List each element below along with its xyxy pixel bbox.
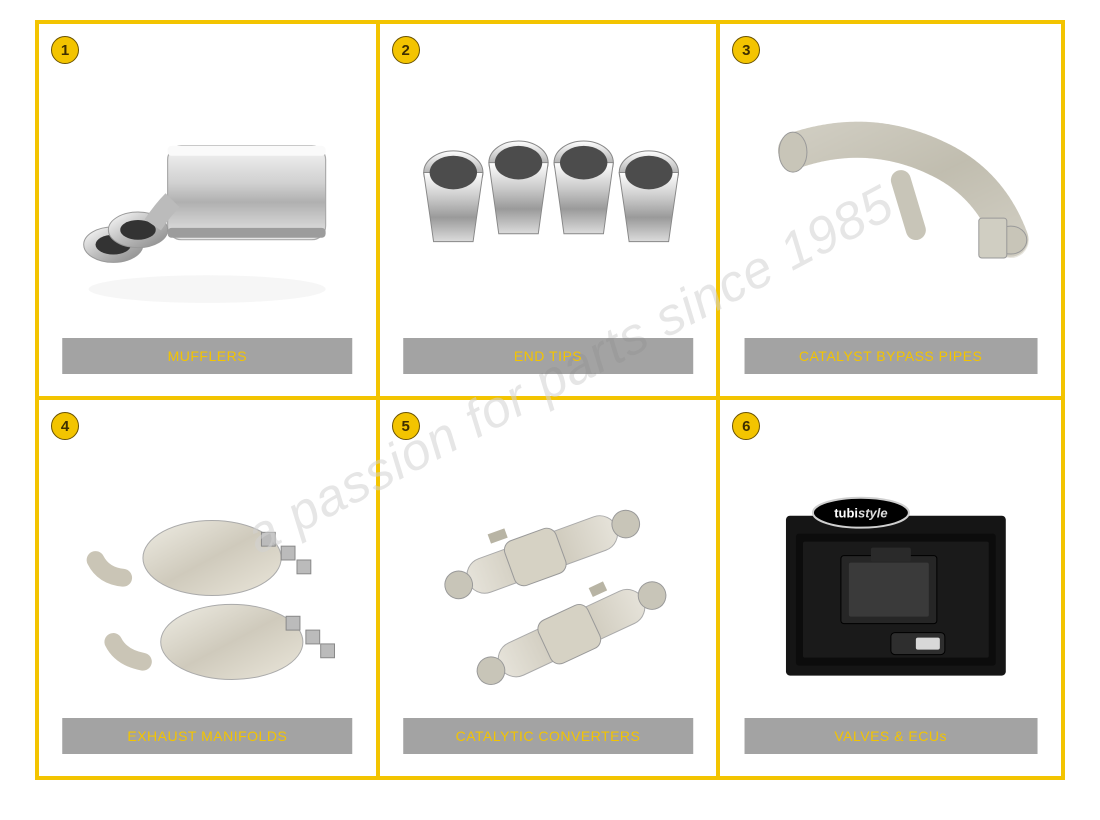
- product-image-manifolds: [59, 441, 355, 734]
- product-grid: 1: [39, 24, 1061, 776]
- cell-number-badge: 1: [51, 36, 79, 64]
- cell-caption: VALVES & ECUs: [744, 718, 1037, 754]
- product-image-mufflers: [59, 65, 355, 355]
- product-cell-end-tips[interactable]: 2: [380, 24, 721, 400]
- cell-caption: MUFFLERS: [63, 338, 353, 374]
- product-grid-container: 1: [35, 20, 1065, 780]
- cell-caption: CATALYTIC CONVERTERS: [403, 718, 693, 754]
- product-image-cat-converters: [400, 441, 696, 734]
- cell-caption: CATALYST BYPASS PIPES: [744, 338, 1037, 374]
- cell-caption: EXHAUST MANIFOLDS: [63, 718, 353, 754]
- product-cell-bypass-pipes[interactable]: 3 CATALYST BYPASS PIPES: [720, 24, 1061, 400]
- svg-text:tubistyle: tubistyle: [834, 506, 887, 521]
- cell-caption: END TIPS: [403, 338, 693, 374]
- cell-number-badge: 2: [392, 36, 420, 64]
- product-cell-manifolds[interactable]: 4: [39, 400, 380, 776]
- cell-number-badge: 5: [392, 412, 420, 440]
- cell-number-badge: 6: [732, 412, 760, 440]
- product-image-end-tips: [400, 65, 696, 355]
- cell-number-badge: 4: [51, 412, 79, 440]
- product-cell-valves-ecus[interactable]: 6 tubistyle: [720, 400, 1061, 776]
- product-image-valves-ecus: tubistyle: [741, 441, 1041, 734]
- cell-number-badge: 3: [732, 36, 760, 64]
- product-image-bypass-pipes: [741, 65, 1041, 355]
- product-cell-mufflers[interactable]: 1: [39, 24, 380, 400]
- product-cell-cat-converters[interactable]: 5: [380, 400, 721, 776]
